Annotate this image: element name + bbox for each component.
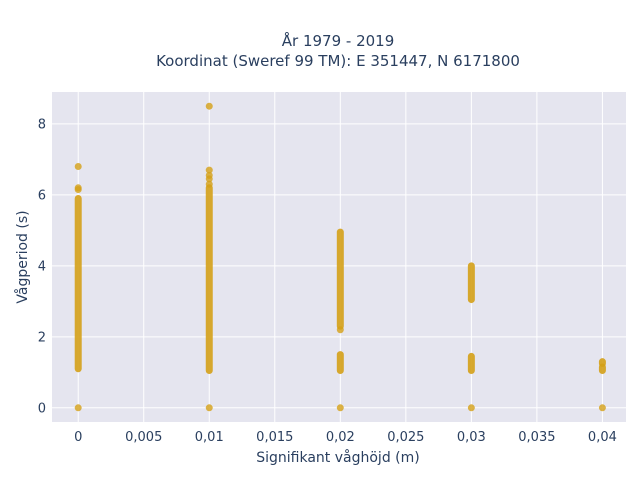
data-point — [467, 404, 475, 412]
data-point — [74, 163, 82, 171]
x-tick-label: 0,02 — [326, 430, 355, 445]
y-tick-label: 0 — [38, 401, 46, 416]
data-point — [205, 180, 213, 188]
data-point — [205, 166, 213, 174]
data-point — [336, 326, 344, 334]
x-tick-label: 0,04 — [588, 430, 617, 445]
data-point-band — [336, 228, 344, 330]
data-point-band — [467, 352, 475, 375]
chart-title-line-2: Koordinat (Sweref 99 TM): E 351447, N 61… — [156, 52, 520, 70]
data-point — [205, 404, 213, 412]
x-tick-label: 0,005 — [125, 430, 162, 445]
data-point — [336, 404, 344, 412]
y-axis-ticks: 0 2 4 6 8 — [38, 117, 46, 416]
data-point-band — [74, 194, 82, 373]
y-tick-label: 4 — [38, 259, 46, 274]
x-tick-label: 0,03 — [457, 430, 486, 445]
x-axis-ticks: 0 0,005 0,01 0,015 0,02 0,025 0,03 0,035 0,04 — [74, 430, 617, 445]
data-point-band — [598, 358, 606, 367]
y-tick-label: 8 — [38, 117, 46, 132]
x-tick-label: 0,025 — [387, 430, 424, 445]
x-tick-label: 0,01 — [195, 430, 224, 445]
data-point-band — [336, 351, 344, 375]
data-point — [74, 404, 82, 412]
data-point-band — [205, 184, 213, 375]
data-point — [598, 404, 606, 412]
x-tick-label: 0 — [74, 430, 82, 445]
data-point — [205, 102, 213, 110]
chart-title-line-1: År 1979 - 2019 — [282, 31, 395, 50]
data-point-band — [467, 262, 475, 304]
x-tick-label: 0,015 — [256, 430, 293, 445]
y-tick-label: 6 — [38, 188, 46, 203]
data-point — [205, 171, 213, 179]
x-tick-label: 0,035 — [518, 430, 555, 445]
y-axis-title: Vågperiod (s) — [14, 210, 31, 303]
data-points — [74, 102, 606, 412]
y-tick-label: 2 — [38, 330, 46, 345]
data-point — [74, 184, 82, 192]
x-axis-title: Signifikant våghöjd (m) — [256, 449, 419, 466]
